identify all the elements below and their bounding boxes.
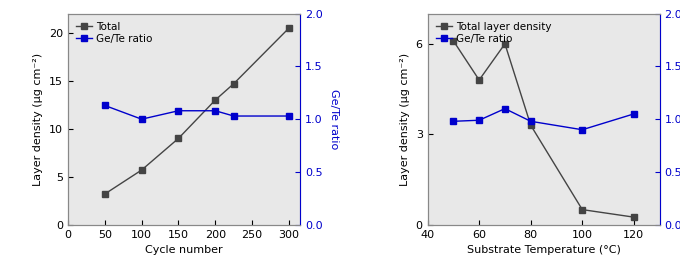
Ge/Te ratio — [475, 119, 483, 122]
Line: Total layer density: Total layer density — [450, 37, 637, 221]
Total — [211, 98, 220, 102]
Ge/Te ratio — [174, 109, 182, 112]
Ge/Te ratio — [137, 118, 146, 121]
Total layer density — [578, 208, 586, 211]
Ge/Te ratio — [449, 120, 458, 123]
Line: Ge/Te ratio: Ge/Te ratio — [450, 105, 637, 133]
Total layer density — [501, 42, 509, 45]
Y-axis label: Layer density (μg cm⁻²): Layer density (μg cm⁻²) — [33, 53, 44, 186]
Ge/Te ratio — [526, 120, 534, 123]
Total — [285, 26, 293, 30]
Ge/Te ratio — [578, 128, 586, 132]
Ge/Te ratio — [101, 104, 109, 107]
Legend: Total, Ge/Te ratio: Total, Ge/Te ratio — [73, 19, 156, 47]
Total layer density — [449, 39, 458, 42]
Total layer density — [630, 215, 638, 219]
Ge/Te ratio — [285, 114, 293, 118]
Total — [230, 82, 238, 85]
Total — [137, 168, 146, 172]
Ge/Te ratio — [211, 109, 220, 112]
Line: Total: Total — [101, 25, 292, 198]
Line: Ge/Te ratio: Ge/Te ratio — [101, 102, 292, 123]
Ge/Te ratio — [630, 112, 638, 116]
Y-axis label: Layer density (μg cm⁻²): Layer density (μg cm⁻²) — [401, 53, 410, 186]
Total layer density — [475, 78, 483, 82]
X-axis label: Substrate Temperature (°C): Substrate Temperature (°C) — [466, 245, 621, 255]
Total — [174, 137, 182, 140]
Ge/Te ratio — [501, 107, 509, 110]
Legend: Total layer density, Ge/Te ratio: Total layer density, Ge/Te ratio — [432, 19, 554, 47]
Total layer density — [526, 124, 534, 127]
Ge/Te ratio — [230, 114, 238, 118]
Y-axis label: Ge/Te ratio: Ge/Te ratio — [329, 89, 339, 149]
Total — [101, 192, 109, 196]
X-axis label: Cycle number: Cycle number — [146, 245, 223, 255]
